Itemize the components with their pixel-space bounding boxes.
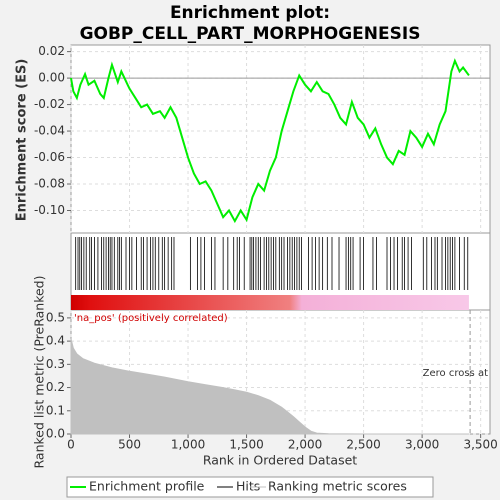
y-tick-label: 0.2	[46, 380, 65, 394]
y-tick-label: 0.02	[38, 44, 65, 58]
y-tick-label: -0.10	[34, 203, 65, 217]
annotation: 'na_pos' (positively correlated)	[74, 313, 228, 324]
y-tick-label: 0.00	[38, 71, 65, 85]
heat-bar	[71, 295, 469, 310]
x-tick-label: 3,000	[405, 438, 439, 452]
y-tick-label: 0.4	[46, 334, 65, 348]
annotation: Zero cross at	[423, 368, 488, 379]
legend-label: Hits	[236, 479, 260, 494]
y-tick-label: 0.3	[46, 357, 65, 371]
y-tick-label: 0.0	[46, 427, 65, 441]
x-tick-label: 2,000	[288, 438, 322, 452]
metric-area	[70, 338, 469, 435]
es-line	[70, 58, 470, 224]
y-axis-label: Enrichment score (ES)	[15, 59, 30, 222]
x-tick-label: 2,500	[346, 438, 380, 452]
legend-label: Enrichment profile	[89, 479, 205, 494]
x-tick-label: 1,500	[229, 438, 263, 452]
chart-subtitle: GOBP_CELL_PART_MORPHOGENESIS	[80, 24, 421, 44]
x-tick-label: 500	[118, 438, 141, 452]
y-axis-label: Ranked list metric (PreRanked)	[32, 276, 47, 469]
legend-label: Ranking metric scores	[268, 479, 407, 494]
y-tick-label: -0.04	[34, 124, 65, 138]
y-tick-label: 0.1	[46, 403, 65, 417]
x-tick-label: 0	[67, 438, 75, 452]
y-tick-label: 0.5	[46, 310, 65, 324]
chart-title: Enrichment plot:	[170, 3, 330, 23]
x-axis-label: Rank in Ordered Dataset	[203, 453, 357, 468]
x-tick-label: 3,500	[463, 438, 497, 452]
y-tick-label: -0.02	[34, 97, 65, 111]
y-tick-label: -0.08	[34, 177, 65, 191]
x-tick-label: 1,000	[171, 438, 205, 452]
y-tick-label: -0.06	[34, 150, 65, 164]
